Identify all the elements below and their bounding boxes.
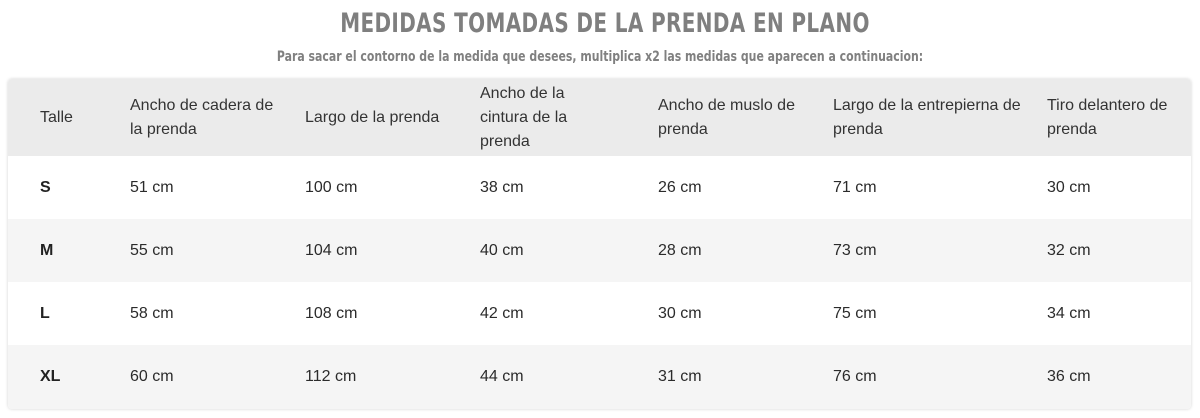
table-row: XL 60 cm 112 cm 44 cm 31 cm 76 cm 36 cm (8, 345, 1191, 409)
header-tiro-delantero: Tiro delantero de prenda (1047, 96, 1168, 138)
table-cell: 73 cm (833, 241, 877, 259)
table-cell: 44 cm (480, 368, 524, 385)
table-cell: 100 cm (305, 178, 358, 196)
header-ancho-cintura: Ancho de la cintura de la prenda (480, 79, 614, 156)
size-table: Talle Ancho de cadera de la prenda Largo… (8, 79, 1191, 409)
table-row: L 58 cm 108 cm 42 cm 30 cm 75 cm 34 cm (8, 282, 1191, 345)
table-row: M 55 cm 104 cm 40 cm 28 cm 73 cm 32 cm (8, 219, 1191, 282)
table-row: S 51 cm 100 cm 38 cm 26 cm 71 cm 30 cm (8, 156, 1191, 219)
table-cell: 28 cm (658, 241, 702, 259)
table-cell: 31 cm (658, 368, 702, 385)
table-cell: 55 cm (130, 241, 174, 259)
table-cell: 75 cm (833, 304, 877, 322)
table-cell: 71 cm (833, 178, 877, 196)
table-cell: 42 cm (480, 304, 524, 322)
size-label: M (40, 241, 54, 259)
page-title: MEDIDAS TOMADAS DE LA PRENDA EN PLANO (340, 8, 870, 39)
header-ancho-cadera: Ancho de cadera de la prenda (130, 96, 274, 138)
table-cell: 34 cm (1047, 304, 1091, 322)
table-cell: 58 cm (130, 304, 174, 322)
table-cell: 38 cm (480, 178, 524, 196)
size-label: S (40, 178, 51, 196)
table-cell: 76 cm (833, 368, 877, 385)
header-ancho-muslo: Ancho de muslo de prenda (658, 96, 795, 138)
size-label: L (40, 304, 50, 322)
table-cell: 40 cm (480, 241, 524, 259)
header-largo-prenda: Largo de la prenda (305, 108, 440, 126)
table-cell: 60 cm (130, 368, 174, 385)
table-header-row: Talle Ancho de cadera de la prenda Largo… (8, 79, 1191, 156)
header-ancho-cintura-label: Ancho de la cintura de la prenda (480, 84, 568, 150)
page-subtitle: Para sacar el contorno de la medida que … (276, 49, 924, 65)
table-cell: 36 cm (1047, 368, 1091, 385)
table-cell: 108 cm (305, 304, 358, 322)
header-talle: Talle (40, 108, 73, 126)
table-cell: 51 cm (130, 178, 174, 196)
table-cell: 30 cm (1047, 178, 1091, 196)
table-cell: 26 cm (658, 178, 702, 196)
table-cell: 32 cm (1047, 241, 1091, 259)
table-cell: 112 cm (305, 368, 357, 385)
size-label: XL (40, 368, 61, 385)
table-cell: 30 cm (658, 304, 702, 322)
header-largo-entrepierna: Largo de la entrepierna de prenda (833, 96, 1021, 138)
table-cell: 104 cm (305, 241, 358, 259)
